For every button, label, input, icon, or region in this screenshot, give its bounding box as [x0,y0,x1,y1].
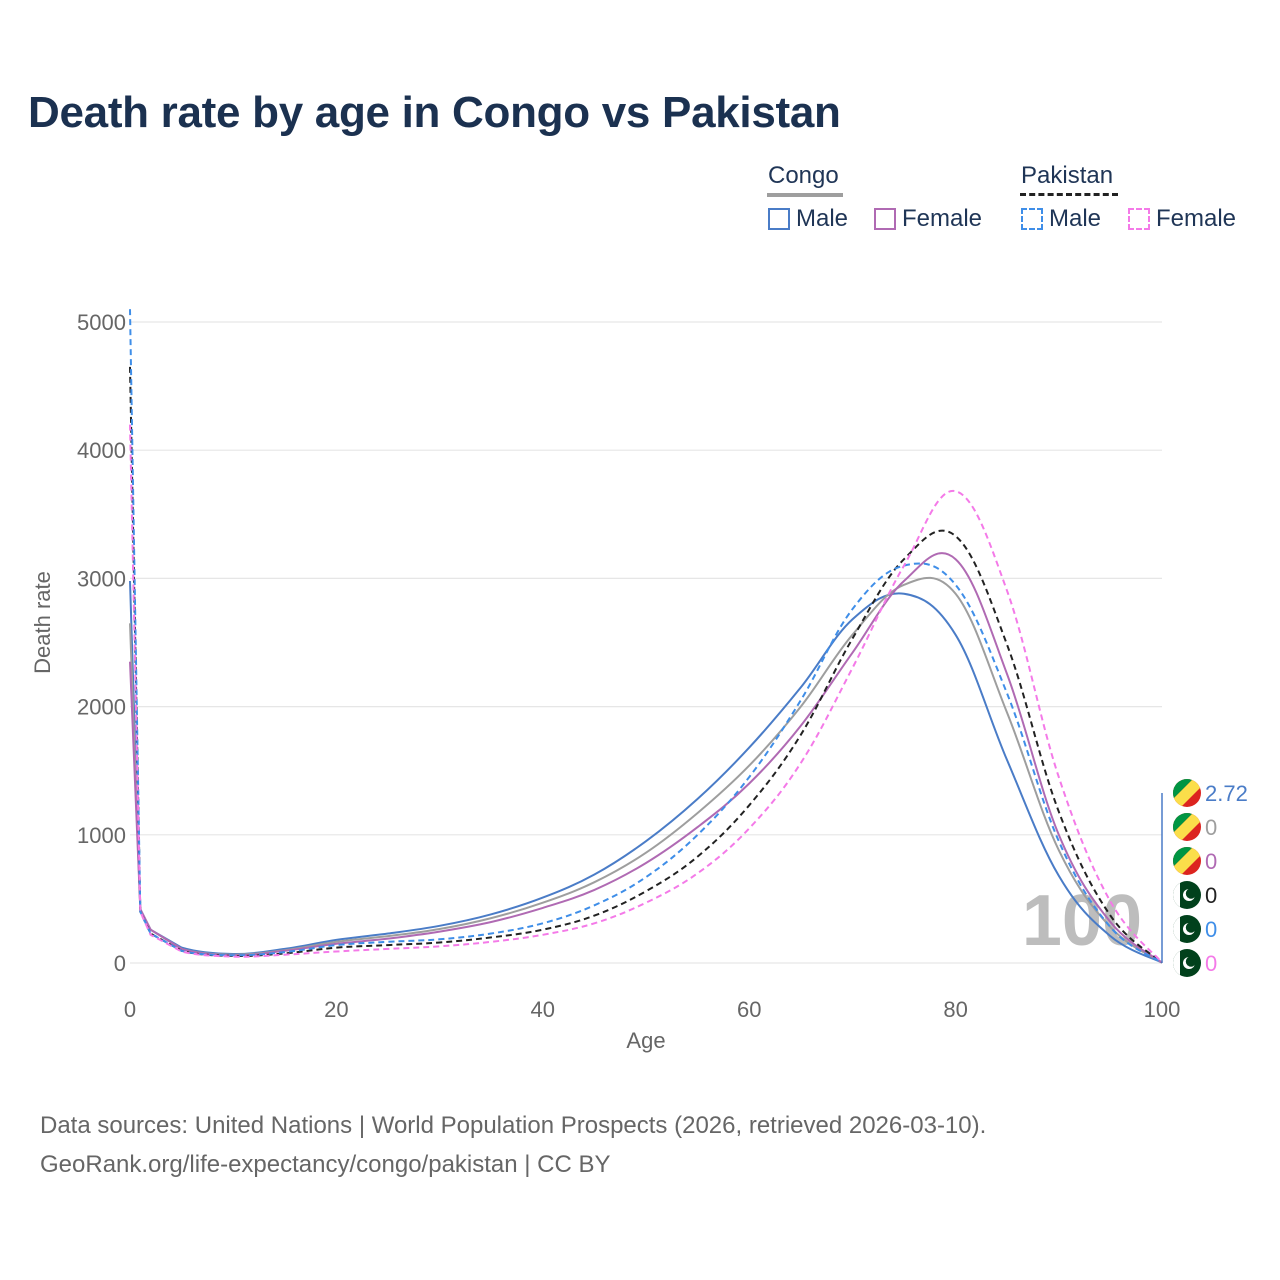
legend-item-congo-female[interactable]: Female [874,205,982,233]
x-tick-label: 0 [124,997,136,1022]
x-tick-label: 60 [737,997,761,1022]
line-chart: 0 1000 2000 3000 4000 5000 0 20 40 60 80 100 Age D… [30,309,1248,1053]
series-line-pakistan-total[interactable] [129,366,1163,964]
legend-swatch-pakistan-male [1021,208,1043,230]
pakistan-flag-icon [1173,881,1201,909]
grid-lines [130,321,1162,964]
y-tick-label: 2000 [77,695,126,720]
end-label-value: 0 [1205,951,1217,976]
chart-title: Death rate by age in Congo vs Pakistan [28,88,841,137]
legend-label-pakistan-female: Female [1156,205,1237,232]
congo-flag-icon [1173,847,1201,875]
x-axis-ticks: 0 20 40 60 80 100 [124,997,1180,1022]
y-tick-label: 4000 [77,438,126,463]
legend-underline-congo [767,193,843,197]
legend-item-pakistan-female[interactable]: Female [1128,205,1236,233]
footer-sources: Data sources: United Nations | World Pop… [40,1112,987,1139]
x-tick-label: 80 [943,997,967,1022]
legend-item-pakistan-male[interactable]: Male [1021,205,1101,233]
pakistan-flag-icon [1173,915,1201,943]
series-line-congo-total[interactable] [129,576,1163,964]
y-tick-label: 0 [114,951,126,976]
end-label-value: 0 [1205,883,1217,908]
series-line-pakistan-female[interactable] [129,424,1163,964]
legend-label-congo-male: Male [796,205,849,232]
legend-swatch-congo-female [874,208,896,230]
legend-group-pakistan: Pakistan [1021,162,1114,189]
x-tick-label: 20 [324,997,348,1022]
legend-underline-pakistan [1020,193,1118,196]
y-axis-ticks: 0 1000 2000 3000 4000 5000 [77,310,126,976]
x-tick-label: 100 [1144,997,1181,1022]
end-label-value: 0 [1205,815,1217,840]
legend-label-pakistan-male: Male [1049,205,1102,232]
legend-group-congo: Congo [768,162,839,189]
congo-flag-icon [1173,779,1201,807]
series-line-pakistan-male[interactable] [129,309,1163,964]
y-tick-label: 1000 [77,823,126,848]
end-label-value: 0 [1205,917,1217,942]
pakistan-flag-icon [1173,949,1201,977]
series-line-congo-male[interactable] [129,580,1163,964]
series-line-congo-female[interactable] [129,552,1163,964]
footer-link[interactable]: GeoRank.org/life-expectancy/congo/pakist… [40,1151,611,1178]
congo-flag-icon [1173,813,1201,841]
y-tick-label: 3000 [77,566,126,591]
footer: Data sources: United Nations | World Pop… [40,1106,986,1184]
x-axis-title: Age [626,1028,665,1053]
legend-item-congo-male[interactable]: Male [768,205,848,233]
series-lines [129,309,1163,964]
y-tick-label: 5000 [77,310,126,335]
legend-swatch-congo-male [768,208,790,230]
legend-label-congo-female: Female [902,205,983,232]
end-label-value: 2.72 [1205,781,1248,806]
legend-swatch-pakistan-female [1128,208,1150,230]
end-labels: 2.72 0 0 0 0 0 [1161,779,1248,977]
x-tick-label: 40 [531,997,555,1022]
y-axis-title: Death rate [30,571,55,674]
end-label-value: 0 [1205,849,1217,874]
